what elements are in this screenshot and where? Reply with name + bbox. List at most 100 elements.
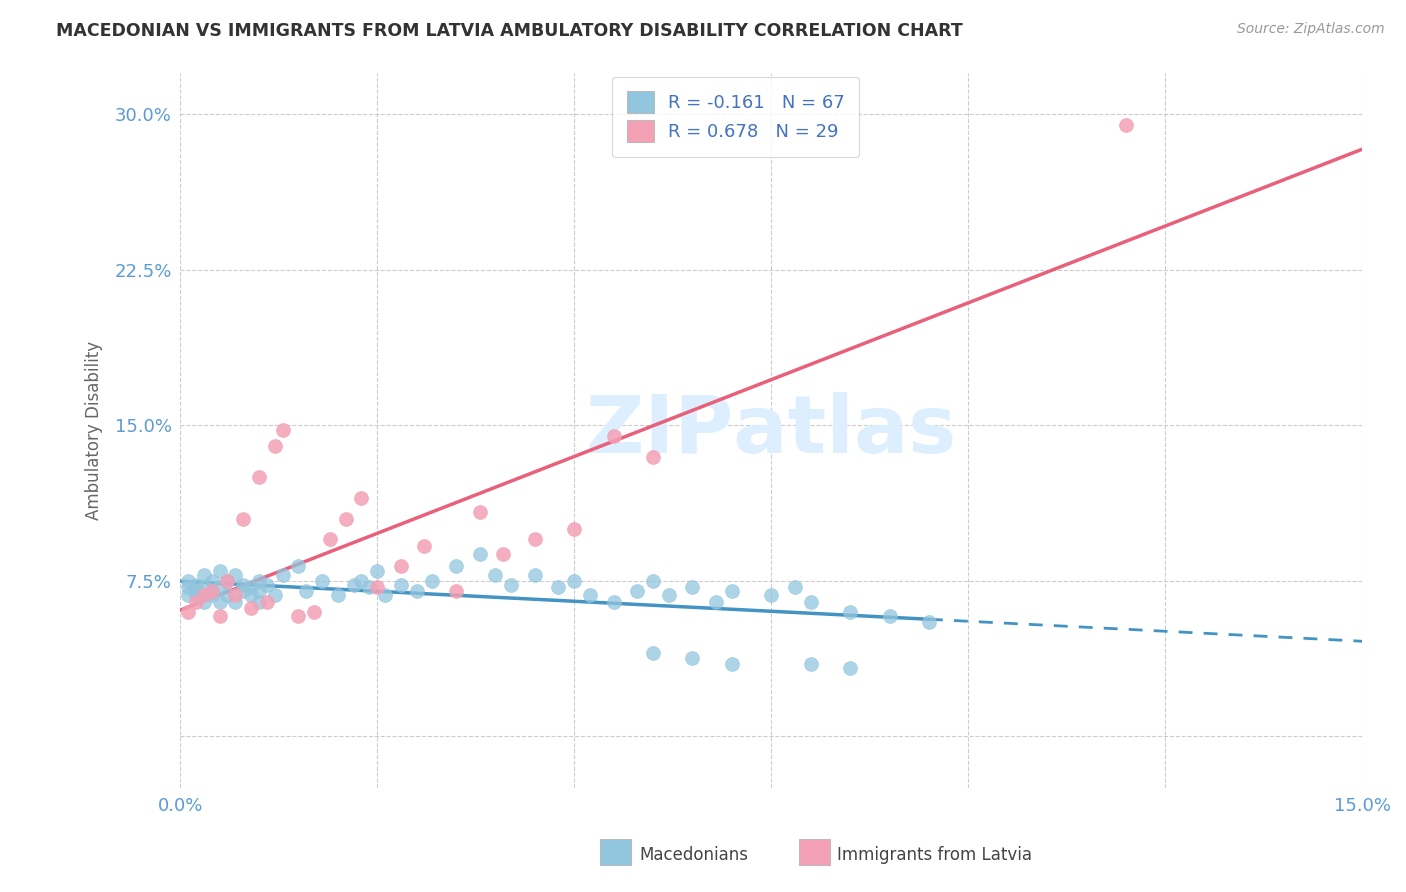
- Point: [224, 567, 246, 582]
- Point: [177, 589, 200, 603]
- Point: [184, 578, 207, 592]
- Point: [208, 580, 231, 594]
- Point: [295, 584, 318, 599]
- Point: [271, 567, 294, 582]
- Point: [918, 615, 941, 630]
- Point: [224, 594, 246, 608]
- Point: [193, 580, 215, 594]
- Point: [547, 580, 569, 594]
- Point: [468, 506, 491, 520]
- Point: [350, 574, 373, 588]
- Point: [359, 580, 381, 594]
- Text: MACEDONIAN VS IMMIGRANTS FROM LATVIA AMBULATORY DISABILITY CORRELATION CHART: MACEDONIAN VS IMMIGRANTS FROM LATVIA AMB…: [56, 22, 963, 40]
- Point: [501, 578, 523, 592]
- Point: [444, 559, 467, 574]
- Point: [177, 605, 200, 619]
- Point: [201, 584, 224, 599]
- Point: [224, 589, 246, 603]
- Point: [263, 439, 285, 453]
- Point: [232, 578, 254, 592]
- Point: [256, 578, 278, 592]
- Point: [800, 594, 823, 608]
- Bar: [799, 839, 830, 865]
- Point: [366, 580, 388, 594]
- Point: [263, 589, 285, 603]
- Point: [240, 600, 263, 615]
- Point: [319, 533, 342, 547]
- Point: [641, 647, 664, 661]
- Point: [374, 589, 396, 603]
- Point: [389, 559, 412, 574]
- Point: [800, 657, 823, 671]
- Point: [641, 450, 664, 464]
- Point: [839, 661, 862, 675]
- Y-axis label: Ambulatory Disability: Ambulatory Disability: [86, 341, 103, 520]
- Text: Source: ZipAtlas.com: Source: ZipAtlas.com: [1237, 22, 1385, 37]
- Point: [1115, 118, 1137, 132]
- Point: [177, 580, 200, 594]
- Point: [271, 423, 294, 437]
- Point: [311, 574, 333, 588]
- Point: [389, 578, 412, 592]
- Point: [484, 567, 506, 582]
- Point: [193, 567, 215, 582]
- Point: [193, 594, 215, 608]
- Point: [287, 609, 309, 624]
- Point: [413, 539, 436, 553]
- Point: [658, 589, 681, 603]
- Text: Macedonians: Macedonians: [640, 846, 749, 863]
- Point: [405, 584, 427, 599]
- Point: [232, 584, 254, 599]
- Point: [201, 574, 224, 588]
- Point: [208, 564, 231, 578]
- Point: [247, 574, 270, 588]
- Point: [562, 574, 585, 588]
- Point: [721, 584, 744, 599]
- Point: [682, 580, 704, 594]
- Point: [704, 594, 727, 608]
- Point: [184, 584, 207, 599]
- Point: [602, 594, 624, 608]
- Point: [523, 567, 546, 582]
- Point: [523, 533, 546, 547]
- Point: [232, 512, 254, 526]
- Point: [240, 580, 263, 594]
- Bar: [600, 839, 631, 865]
- Point: [208, 609, 231, 624]
- Point: [177, 574, 200, 588]
- Point: [641, 574, 664, 588]
- Point: [240, 589, 263, 603]
- Point: [422, 574, 444, 588]
- Point: [626, 584, 648, 599]
- Point: [247, 594, 270, 608]
- Legend: R = -0.161   N = 67, R = 0.678   N = 29: R = -0.161 N = 67, R = 0.678 N = 29: [612, 77, 859, 157]
- Point: [247, 470, 270, 484]
- Point: [326, 589, 349, 603]
- Point: [247, 584, 270, 599]
- Point: [302, 605, 325, 619]
- Point: [201, 584, 224, 599]
- Point: [217, 574, 239, 588]
- Point: [256, 594, 278, 608]
- Point: [761, 589, 783, 603]
- Text: ZIP​atlas: ZIP​atlas: [586, 392, 956, 469]
- Point: [468, 547, 491, 561]
- Point: [184, 589, 207, 603]
- Point: [350, 491, 373, 505]
- Point: [193, 589, 215, 603]
- Point: [682, 650, 704, 665]
- Point: [335, 512, 357, 526]
- Point: [879, 609, 901, 624]
- Point: [208, 594, 231, 608]
- Point: [287, 559, 309, 574]
- Point: [217, 574, 239, 588]
- Point: [602, 429, 624, 443]
- Point: [562, 522, 585, 536]
- Point: [721, 657, 744, 671]
- Point: [184, 594, 207, 608]
- Point: [342, 578, 364, 592]
- Point: [839, 605, 862, 619]
- Point: [492, 547, 515, 561]
- Text: Immigrants from Latvia: Immigrants from Latvia: [837, 846, 1032, 863]
- Point: [217, 589, 239, 603]
